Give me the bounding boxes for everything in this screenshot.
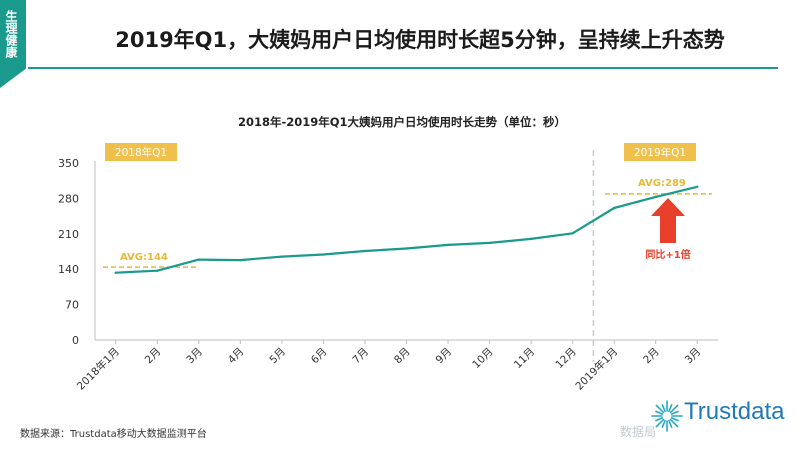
chart-annotations: 2018年Q1 2019年Q1 AVG:144 AVG:289 同比+1倍 [103, 143, 712, 362]
data-point [654, 195, 657, 199]
trustdata-logo: Trustdata [650, 396, 790, 436]
x-tick-label: 7月 [350, 346, 371, 367]
y-tick-label: 0 [72, 334, 79, 347]
data-point [571, 232, 574, 235]
data-point [197, 258, 201, 261]
y-tick-label: 280 [58, 192, 79, 205]
avg-label-2019: AVG:289 [638, 178, 686, 189]
logo-ray [670, 410, 679, 415]
data-point [280, 255, 284, 258]
data-point [405, 247, 408, 250]
chart-series [114, 185, 699, 274]
x-tick-label: 8月 [392, 346, 413, 367]
logo-ray [670, 417, 679, 422]
x-tick-label: 2018年1月 [74, 345, 122, 393]
increase-arrow-icon [651, 198, 685, 243]
logo-ray [655, 404, 665, 414]
page-headline: 2019年Q1，大姨妈用户日均使用时长超5分钟，呈持续上升态势 [115, 28, 725, 52]
chart-axes: 0 70 140 210 280 350 2018年1月 2月 3月 4月 5月 6月 7月 8月 9月 10… [58, 157, 718, 393]
y-tick-label: 70 [65, 299, 79, 312]
x-tick-label: 4月 [226, 346, 247, 367]
data-point [322, 253, 325, 256]
section-tab: 生理健康 [0, 0, 26, 88]
avg-label-2018: AVG:144 [120, 252, 168, 263]
y-tick-label: 140 [58, 263, 79, 276]
data-point [446, 243, 450, 247]
period-label-2019-box [624, 143, 696, 161]
data-point [488, 241, 491, 245]
x-tick-label: 5月 [267, 346, 288, 367]
section-tab-label: 生理健康 [4, 10, 18, 58]
logo-ray [668, 404, 673, 413]
x-tick-label: 2019年1月 [573, 345, 621, 393]
data-point [696, 185, 699, 188]
x-tick-label: 6月 [309, 346, 330, 367]
data-source-note: 数据来源：Trustdata移动大数据监测平台 [20, 429, 207, 440]
data-point [363, 249, 367, 253]
x-tick-label: 12月 [553, 346, 578, 371]
logo-ray [655, 417, 664, 422]
yoy-annotation: 同比+1倍 [645, 248, 690, 261]
x-tick-label: 3月 [184, 346, 205, 367]
y-tick-label: 350 [58, 157, 79, 170]
period-label-2018: 2018年Q1 [115, 146, 167, 159]
series-line [115, 185, 698, 274]
x-tick-label: 2月 [143, 346, 164, 367]
data-point [156, 269, 159, 272]
logo-text: Trustdata [684, 398, 785, 425]
y-tick-label: 210 [58, 228, 79, 241]
logo-ray [669, 418, 679, 428]
period-label-2018-box [105, 143, 177, 161]
x-tick-label: 10月 [470, 346, 495, 371]
x-tick-label: 9月 [434, 346, 455, 367]
data-point [612, 206, 616, 210]
chart-title: 2018年-2019年Q1大姨妈用户日均使用时长走势（单位：秒） [238, 115, 566, 129]
period-label-2019: 2019年Q1 [634, 146, 686, 159]
logo-ray [668, 419, 673, 428]
data-point [529, 237, 533, 241]
x-tick-label: 3月 [683, 346, 704, 367]
logo-ray [661, 404, 666, 413]
logo-ray [655, 410, 664, 415]
logo-ray [669, 404, 679, 414]
logo-ray [661, 419, 666, 428]
data-point [239, 258, 242, 262]
logo-ray [655, 418, 665, 428]
data-point [114, 271, 117, 274]
logo-burst-icon [651, 400, 683, 432]
watermark-text: 数据局 [620, 425, 657, 439]
headline-rule [28, 67, 778, 69]
x-tick-label: 2月 [641, 346, 662, 367]
x-tick-label: 11月 [512, 346, 537, 371]
